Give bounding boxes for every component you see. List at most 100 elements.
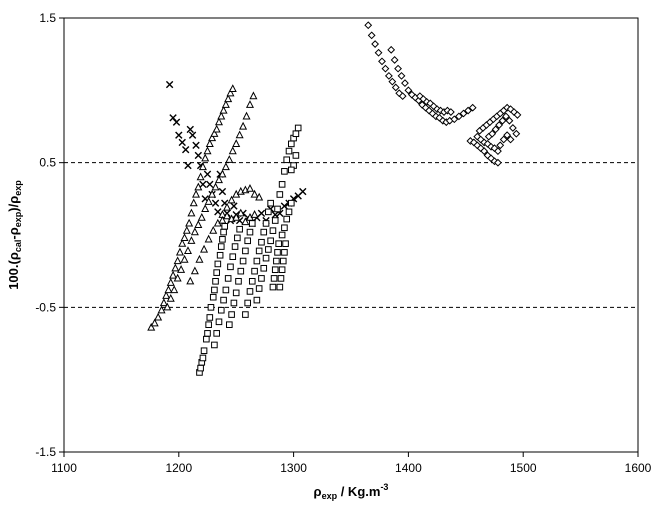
data-point-square [242, 311, 249, 318]
data-point-square [275, 240, 282, 247]
data-point-triangle [190, 266, 199, 275]
x-tick-label: 1200 [165, 461, 192, 475]
x-tick-label: 1300 [280, 461, 307, 475]
data-point-triangle [208, 189, 217, 198]
data-point-square [206, 314, 214, 321]
data-point-diamond [384, 71, 393, 80]
data-point-square [285, 208, 293, 216]
data-point-cross [165, 80, 174, 89]
data-point-triangle [173, 256, 182, 265]
data-point-cross [211, 199, 220, 207]
data-point-square [269, 283, 277, 291]
data-point-square [271, 217, 279, 224]
data-point-diamond [459, 109, 468, 118]
reference-lines [64, 162, 638, 308]
data-point-triangle [189, 198, 198, 207]
data-point-triangle [166, 278, 175, 286]
data-point-square [292, 130, 300, 138]
data-point-square [231, 243, 239, 250]
data-point-square [220, 296, 227, 304]
data-point-square [292, 152, 300, 159]
data-point-diamond [367, 31, 376, 40]
data-point-triangle [204, 197, 213, 205]
data-point-square [274, 205, 281, 213]
data-point-square [239, 257, 247, 265]
y-tick-label: -0.5 [35, 300, 56, 314]
data-point-diamond [397, 71, 406, 80]
data-point-cross [181, 145, 190, 154]
data-point-square [216, 251, 224, 259]
data-point-square [253, 296, 261, 304]
x-axis-label: ρexp / Kg.m-3 [314, 482, 389, 501]
data-point-triangle [245, 184, 254, 192]
data-point-diamond [506, 135, 515, 144]
data-point-cross [192, 141, 200, 150]
data-point-square [278, 266, 286, 274]
data-point-triangle [194, 220, 203, 228]
y-axis-ticks: -1.5 -0.5 0.5 1.5 [35, 11, 64, 459]
y-axis-label-close: )/ρ [6, 196, 21, 212]
data-point-triangle [232, 139, 241, 147]
data-point-diamond [391, 83, 400, 92]
data-point-square [207, 304, 215, 311]
data-point-square [220, 228, 227, 236]
data-point-diamond [387, 45, 396, 54]
data-point-triangle [203, 146, 212, 155]
x-axis-label-main: ρ [314, 484, 322, 499]
data-point-triangle [163, 302, 172, 311]
data-point-triangle [187, 208, 196, 217]
data-point-square [197, 364, 204, 372]
data-point-triangle [159, 298, 168, 307]
data-point-diamond [495, 121, 503, 129]
data-point-triangle [171, 263, 180, 272]
data-point-square [248, 277, 256, 285]
y-axis-label-mid: -ρ [6, 227, 21, 239]
data-point-triangle [187, 236, 196, 244]
data-point-diamond [494, 147, 502, 156]
data-point-square [222, 286, 230, 294]
data-point-diamond [502, 112, 510, 121]
data-point-triangle [236, 208, 245, 217]
data-point-triangle [225, 155, 234, 163]
data-point-cross [230, 202, 238, 210]
data-point-cross [206, 180, 214, 189]
data-point-triangle [249, 91, 258, 100]
data-point-diamond [503, 131, 512, 140]
data-point-triangle [217, 111, 226, 120]
data-point-triangle [208, 133, 217, 142]
data-point-cross [218, 187, 227, 196]
data-point-square [276, 191, 284, 198]
data-point-triangle [154, 312, 163, 321]
data-point-triangle [195, 254, 204, 263]
data-point-diamond [498, 116, 507, 125]
data-point-triangle [201, 204, 210, 213]
y-tick-label: 1.5 [39, 11, 56, 25]
data-point-square [199, 354, 207, 362]
data-point-square [237, 267, 245, 275]
data-point-cross [184, 161, 192, 170]
data-point-triangle [210, 129, 219, 137]
data-point-square [232, 289, 240, 297]
data-point-square [246, 288, 254, 295]
data-point-triangle [173, 273, 182, 282]
data-point-triangle [228, 84, 237, 92]
data-point-triangle [241, 217, 250, 226]
data-point-diamond [390, 56, 399, 64]
data-point-triangle [177, 265, 186, 273]
data-point-square [213, 330, 220, 337]
data-point-triangle [221, 100, 230, 108]
data-point-square [283, 215, 291, 223]
data-point-diamond [394, 64, 402, 73]
x-tick-label: 1500 [510, 461, 537, 475]
data-point-triangle [227, 195, 236, 204]
data-point-square [217, 243, 225, 250]
x-axis-label-sub: exp [322, 491, 338, 501]
data-point-square [200, 347, 208, 355]
data-point-triangle [212, 124, 221, 133]
plot-frame [63, 17, 639, 453]
data-point-square [221, 223, 229, 230]
data-point-diamond [401, 79, 409, 88]
data-point-square [279, 257, 287, 265]
data-point-cross [203, 170, 212, 178]
data-point-square [203, 335, 210, 343]
